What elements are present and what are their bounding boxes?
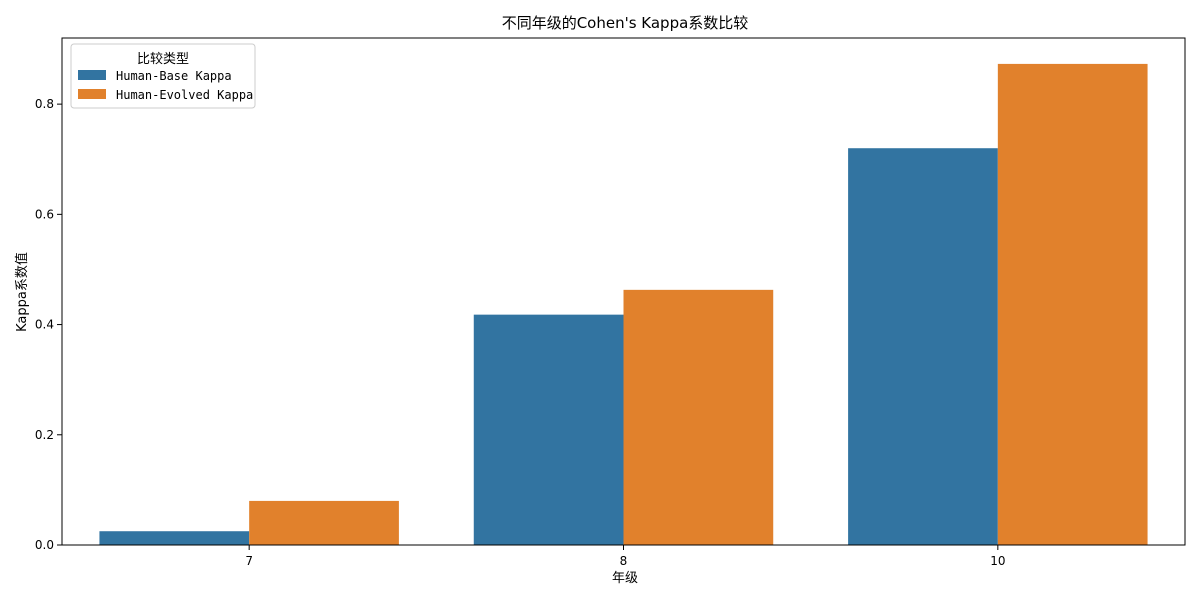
legend: 比较类型 Human-Base Kappa Human-Evolved Kapp… (70, 43, 256, 109)
legend-box (70, 43, 256, 109)
bar-human-evolved-10 (997, 63, 1148, 545)
y-tick-label: 0.8 (35, 97, 54, 111)
x-tick-label: 7 (245, 554, 253, 568)
x-axis-label: 年级 (612, 571, 638, 586)
x-tick-label: 10 (990, 554, 1005, 568)
legend-title: 比较类型 (137, 52, 189, 67)
legend-swatch-human-evolved (78, 89, 106, 99)
bar-human-base-7 (99, 531, 250, 545)
bar-human-evolved-8 (623, 289, 774, 545)
bar-human-base-10 (848, 148, 998, 545)
legend-label-human-base: Human-Base Kappa (116, 69, 232, 83)
y-tick-label: 0.6 (35, 207, 54, 221)
bar-human-base-8 (473, 314, 624, 545)
y-tick-label: 0.2 (35, 428, 54, 442)
y-axis-label: Kappa系数值 (14, 252, 30, 332)
legend-swatch-human-base (78, 70, 106, 80)
legend-label-human-evolved: Human-Evolved Kappa (116, 88, 253, 102)
bar-human-evolved-7 (249, 500, 399, 545)
y-tick-label: 0.0 (35, 538, 54, 552)
x-tick-label: 8 (620, 554, 628, 568)
plot-area: 0.0 0.2 0.4 0.6 0.8 7 8 10 (35, 37, 1186, 568)
y-tick-label: 0.4 (35, 318, 54, 332)
chart-title: 不同年级的Cohen's Kappa系数比较 (502, 14, 749, 32)
